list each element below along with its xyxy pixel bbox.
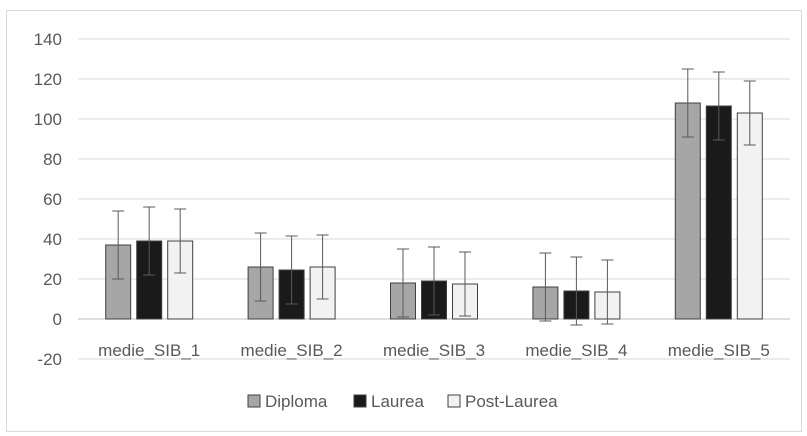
y-tick-label: 60 xyxy=(43,190,62,209)
legend-swatch xyxy=(447,394,461,408)
error-bar xyxy=(459,251,471,317)
error-bar xyxy=(428,246,440,316)
bars xyxy=(105,102,763,320)
bar-diploma-5 xyxy=(674,102,701,320)
gridlines xyxy=(78,38,790,360)
error-bars xyxy=(112,68,756,326)
y-tick-label: -20 xyxy=(37,350,62,369)
error-bar xyxy=(254,232,267,302)
legend-item-diploma: Diploma xyxy=(247,392,328,411)
legend-swatch xyxy=(353,394,367,408)
legend-item-post-laurea: Post-Laurea xyxy=(447,392,558,411)
y-tick-label: 100 xyxy=(34,110,62,129)
error-bar xyxy=(112,210,125,280)
error-bar xyxy=(681,68,694,138)
legend-label: Post-Laurea xyxy=(465,392,558,411)
error-bar xyxy=(397,248,409,318)
x-tick-label: medie_SIB_1 xyxy=(98,341,200,360)
error-bar xyxy=(712,71,725,141)
y-tick-label: 120 xyxy=(34,70,62,89)
error-bar xyxy=(316,234,329,300)
error-bar xyxy=(743,80,756,146)
error-bar xyxy=(143,206,156,276)
bar-post-laurea-5 xyxy=(736,112,763,320)
x-axis-ticks: medie_SIB_1 medie_SIB_2 medie_SIB_3 medie_S… xyxy=(98,341,770,360)
legend-label: Diploma xyxy=(265,392,328,411)
y-tick-label: 140 xyxy=(34,30,62,49)
y-axis-ticks: 140 120 100 80 60 40 20 0 -20 xyxy=(34,30,62,369)
x-tick-label: medie_SIB_4 xyxy=(525,341,627,360)
y-tick-label: 40 xyxy=(43,230,62,249)
x-tick-label: medie_SIB_3 xyxy=(383,341,485,360)
y-tick-label: 80 xyxy=(43,150,62,169)
legend-label: Laurea xyxy=(371,392,424,411)
error-bar xyxy=(601,259,614,325)
legend-item-laurea: Laurea xyxy=(353,392,424,411)
legend-swatch xyxy=(247,394,261,408)
error-bar xyxy=(285,235,298,305)
x-tick-label: medie_SIB_5 xyxy=(668,341,770,360)
chart-frame xyxy=(6,10,802,432)
error-bar xyxy=(174,208,187,274)
error-bar xyxy=(570,256,583,326)
legend: Diploma Laurea Post-Laurea xyxy=(247,392,558,411)
y-tick-label: 20 xyxy=(43,270,62,289)
x-tick-label: medie_SIB_2 xyxy=(241,341,343,360)
bar-laurea-5 xyxy=(705,105,732,320)
y-tick-label: 0 xyxy=(53,310,62,329)
error-bar xyxy=(539,252,552,322)
